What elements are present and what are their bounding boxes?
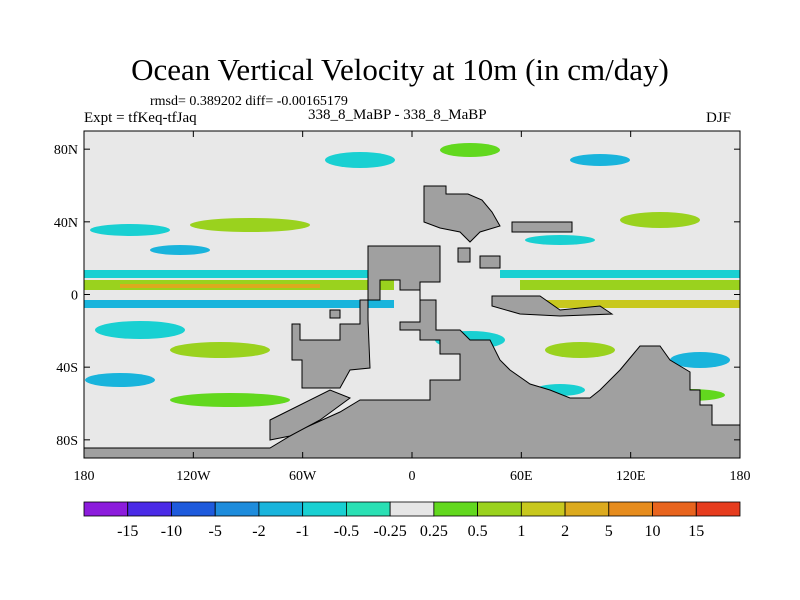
anomaly-patch	[570, 154, 630, 166]
anomaly-patch	[525, 235, 595, 245]
land-isle	[479, 255, 501, 269]
rmsd-diff-label: rmsd= 0.389202 diff= -0.00165179	[150, 94, 348, 109]
colorbar-swatch	[389, 501, 435, 517]
colorbar: -15 -10 -5 -2 -1 -0.5 -0.25 0.25 0.5 1 2 5 10 15	[83, 501, 741, 540]
anomaly-patch	[95, 321, 185, 339]
land-isle	[329, 309, 341, 319]
colorbar-swatch	[608, 501, 653, 517]
colorbar-label: -15	[117, 523, 138, 540]
anomaly-patch	[150, 245, 210, 255]
land-north	[423, 185, 501, 243]
land-north-east	[511, 221, 573, 233]
x-tick-label: 180	[730, 469, 751, 484]
colorbar-swatch	[564, 501, 610, 517]
colorbar-swatch	[520, 501, 566, 517]
anomaly-patch	[90, 224, 170, 236]
colorbar-label: 10	[645, 523, 661, 540]
colorbar-label: 15	[688, 523, 704, 540]
land-southern-spit	[269, 389, 352, 441]
y-tick-label: 0	[71, 289, 78, 304]
run-ids-label: 338_8_MaBP - 338_8_MaBP	[308, 107, 487, 123]
equatorial-band	[84, 300, 394, 308]
anomaly-patch	[190, 218, 310, 232]
colorbar-label: -10	[161, 523, 182, 540]
colorbar-label: 0.5	[468, 523, 488, 540]
colorbar-label: -2	[252, 523, 265, 540]
anomaly-patch	[170, 342, 270, 358]
equatorial-band	[520, 300, 740, 308]
colorbar-label: -5	[209, 523, 222, 540]
colorbar-swatch	[214, 501, 260, 517]
equatorial-band	[500, 270, 740, 278]
colorbar-swatch	[477, 501, 522, 517]
y-tick-label: 40N	[54, 216, 78, 231]
land-isle	[457, 247, 471, 263]
map-axes: 180 120W 60W 0 60E 120E 180 80N 40N 0 40S 80S	[54, 131, 751, 484]
colorbar-swatch	[302, 501, 347, 517]
y-tick-label: 80S	[56, 434, 78, 449]
colorbar-label: 1	[517, 523, 525, 540]
colorbar-label: 2	[561, 523, 569, 540]
colorbar-swatch	[171, 501, 216, 517]
anomaly-patch	[440, 143, 500, 157]
colorbar-label: -0.5	[334, 523, 359, 540]
colorbar-swatch	[83, 501, 129, 517]
equatorial-band	[120, 284, 320, 288]
anomaly-patch	[620, 212, 700, 228]
anomaly-patch	[85, 373, 155, 387]
colorbar-label: 0.25	[420, 523, 448, 540]
colorbar-label: -1	[296, 523, 309, 540]
colorbar-swatch	[345, 501, 391, 517]
colorbar-swatch	[127, 501, 172, 517]
map-title: Ocean Vertical Velocity at 10m (in cm/da…	[131, 52, 669, 87]
colorbar-label: 5	[605, 523, 613, 540]
x-tick-label: 120E	[616, 469, 646, 484]
equatorial-band	[520, 280, 740, 290]
y-tick-label: 80N	[54, 143, 78, 158]
colorbar-swatch	[652, 501, 697, 517]
colorbar-swatch	[258, 501, 304, 517]
land-equatorial-east	[491, 295, 614, 317]
x-tick-label: 120W	[176, 469, 211, 484]
x-tick-label: 60E	[510, 469, 533, 484]
equatorial-band	[84, 270, 394, 278]
season-label: DJF	[706, 110, 732, 126]
velocity-field	[84, 143, 740, 458]
y-tick-label: 40S	[56, 361, 78, 376]
x-tick-label: 180	[74, 469, 95, 484]
colorbar-swatch	[433, 501, 479, 517]
x-tick-label: 0	[409, 469, 416, 484]
land-west	[84, 245, 740, 458]
anomaly-patch	[670, 352, 730, 368]
anomaly-patch	[325, 152, 395, 168]
land-masses	[84, 185, 740, 458]
anomaly-patch	[170, 393, 290, 407]
colorbar-label: -0.25	[373, 523, 406, 540]
colorbar-swatch	[695, 501, 741, 517]
experiment-label: Expt = tfKeq-tfJaq	[84, 110, 197, 126]
anomaly-patch	[545, 342, 615, 358]
x-tick-label: 60W	[289, 469, 317, 484]
